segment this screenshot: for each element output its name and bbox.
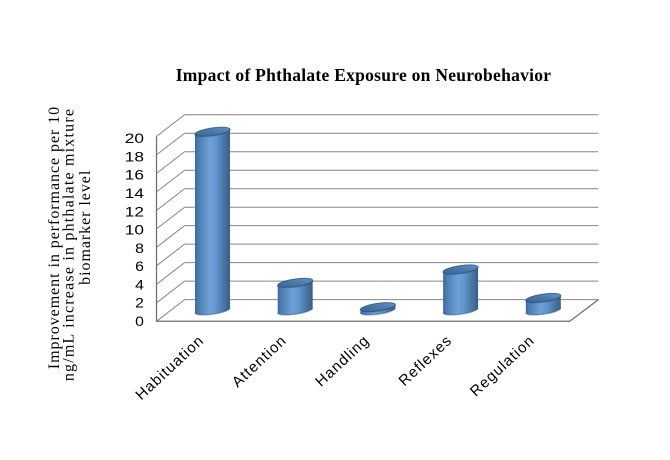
svg-text:0: 0 [135,313,144,329]
svg-text:8: 8 [135,240,144,256]
svg-text:Impact of Phthalate Exposure o: Impact of Phthalate Exposure on Neurobeh… [176,65,552,85]
svg-text:20: 20 [125,130,144,146]
svg-text:6: 6 [135,258,144,274]
svg-text:16: 16 [125,167,144,183]
svg-text:Improvement in performance per: Improvement in performance per 10 [46,106,63,369]
svg-text:4: 4 [135,276,144,292]
svg-text:ng/mL increase in phthalate mi: ng/mL increase in phthalate mixture [61,108,78,381]
svg-text:10: 10 [125,222,144,238]
svg-text:biomarker level: biomarker level [77,170,94,285]
svg-text:2: 2 [135,295,144,311]
svg-text:12: 12 [125,203,144,219]
svg-text:14: 14 [125,185,144,201]
svg-text:18: 18 [125,149,144,165]
